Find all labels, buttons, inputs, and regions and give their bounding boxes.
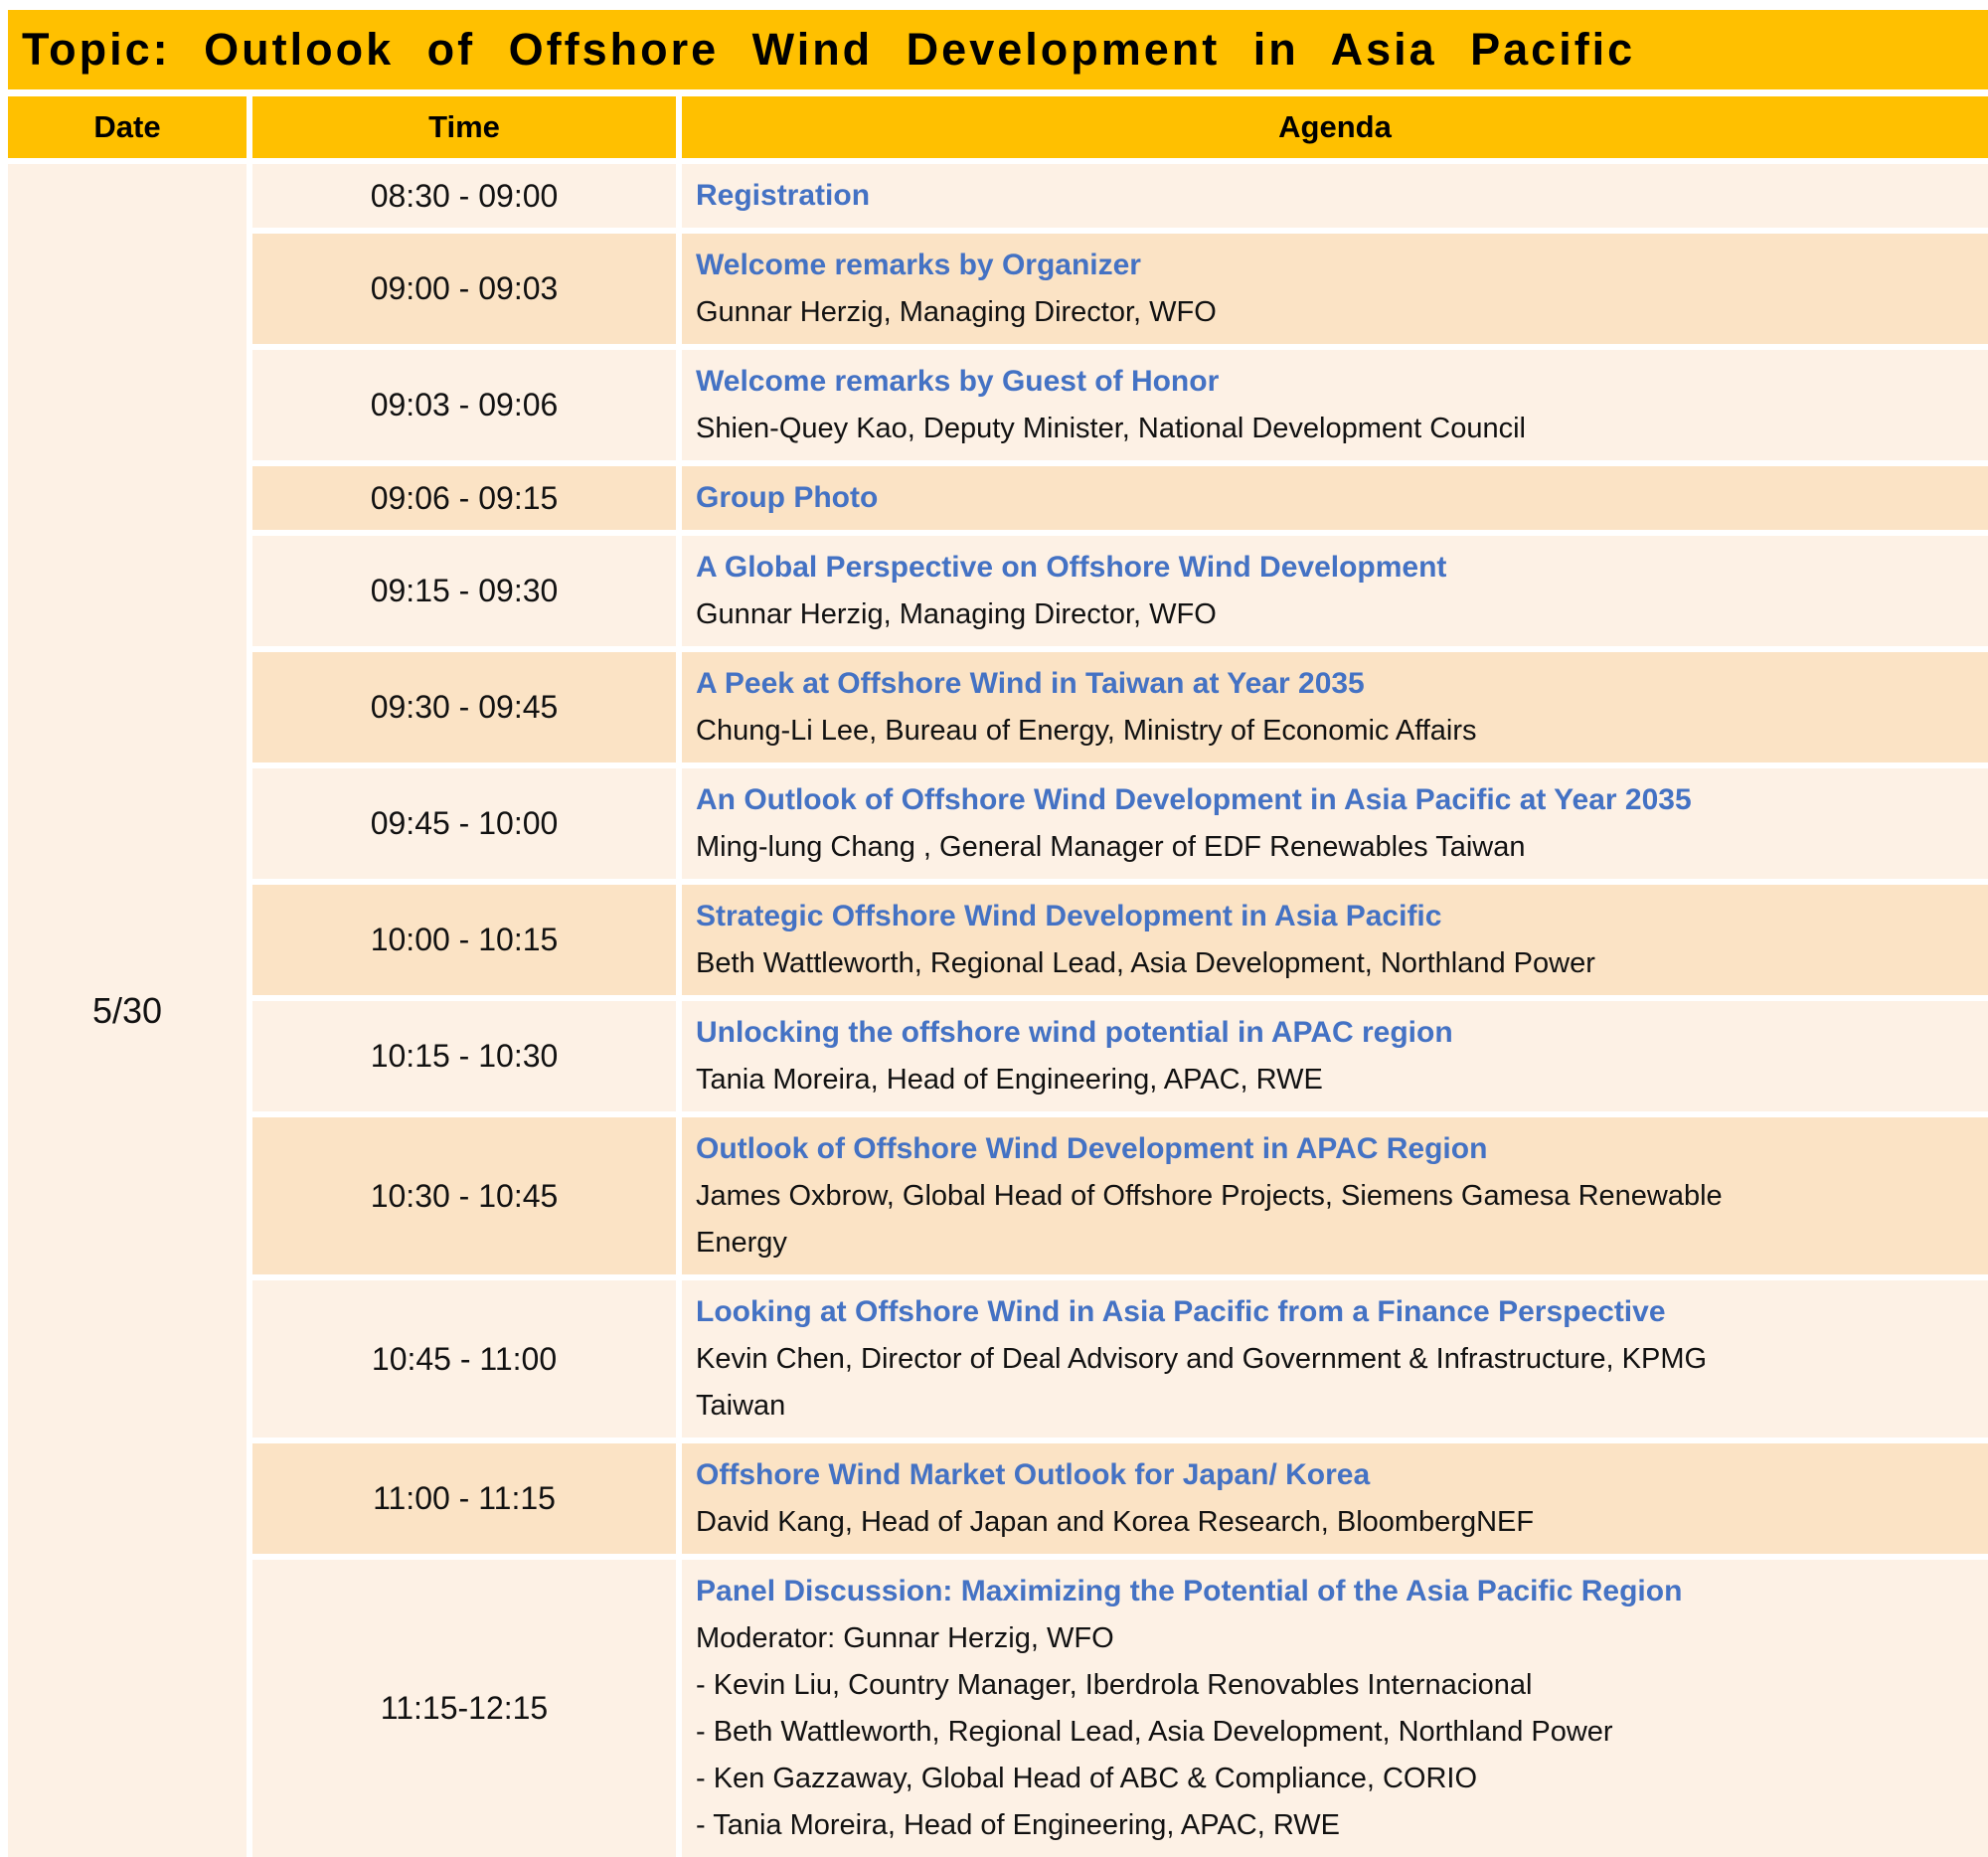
session-time: 11:15-12:15 — [380, 1690, 549, 1726]
topic-title-bar: Topic: Outlook of Offshore Wind Developm… — [8, 10, 1988, 89]
session-title: Outlook of Offshore Wind Development in … — [696, 1132, 1488, 1165]
session-agenda-cell: Registration — [682, 164, 1988, 228]
session-detail: Shien-Quey Kao, Deputy Minister, Nationa… — [696, 413, 1526, 444]
session-time: 09:15 - 09:30 — [370, 573, 559, 608]
session-agenda-cell: Group Photo — [682, 466, 1988, 530]
session-agenda-cell: A Global Perspective on Offshore Wind De… — [682, 536, 1988, 646]
session-time: 09:00 - 09:03 — [370, 270, 559, 306]
session-agenda-cell: Welcome remarks by Guest of Honor Shien-… — [682, 350, 1988, 460]
column-header-time: Time — [252, 96, 676, 158]
session-time-cell: 10:00 - 10:15 — [252, 885, 676, 995]
session-time-cell: 11:15-12:15 — [252, 1560, 676, 1857]
session-detail: - Kevin Liu, Country Manager, Iberdrola … — [696, 1669, 1533, 1701]
session-title: Registration — [696, 179, 871, 212]
session-time-cell: 09:30 - 09:45 — [252, 652, 676, 762]
agenda-page: Topic: Outlook of Offshore Wind Developm… — [8, 10, 1988, 1857]
session-time: 11:00 - 11:15 — [373, 1480, 556, 1516]
session-time: 09:45 - 10:00 — [370, 805, 559, 841]
session-detail: - Ken Gazzaway, Global Head of ABC & Com… — [696, 1763, 1478, 1794]
session-title: Panel Discussion: Maximizing the Potenti… — [696, 1575, 1683, 1607]
date-value: 5/30 — [91, 989, 163, 1031]
session-detail: - Tania Moreira, Head of Engineering, AP… — [696, 1809, 1340, 1841]
session-time-cell: 09:03 - 09:06 — [252, 350, 676, 460]
session-time-cell: 10:30 - 10:45 — [252, 1117, 676, 1274]
session-title: An Outlook of Offshore Wind Development … — [696, 783, 1692, 816]
session-time-cell: 10:15 - 10:30 — [252, 1001, 676, 1111]
session-time-cell: 09:00 - 09:03 — [252, 234, 676, 344]
session-detail: Kevin Chen, Director of Deal Advisory an… — [696, 1343, 1708, 1375]
session-time-cell: 08:30 - 09:00 — [252, 164, 676, 228]
session-detail: Beth Wattleworth, Regional Lead, Asia De… — [696, 947, 1595, 979]
session-time-cell: 09:15 - 09:30 — [252, 536, 676, 646]
session-agenda-cell: Offshore Wind Market Outlook for Japan/ … — [682, 1443, 1988, 1554]
session-agenda-cell: Welcome remarks by Organizer Gunnar Herz… — [682, 234, 1988, 344]
session-agenda-cell: Outlook of Offshore Wind Development in … — [682, 1117, 1988, 1274]
session-agenda-cell: Panel Discussion: Maximizing the Potenti… — [682, 1560, 1988, 1857]
session-title: Strategic Offshore Wind Development in A… — [696, 900, 1442, 932]
session-title: Unlocking the offshore wind potential in… — [696, 1016, 1453, 1049]
session-detail: Chung-Li Lee, Bureau of Energy, Ministry… — [696, 715, 1477, 747]
session-agenda-cell: An Outlook of Offshore Wind Development … — [682, 768, 1988, 879]
session-title: Welcome remarks by Guest of Honor — [696, 365, 1220, 398]
agenda-table: Date Time Agenda 5/30 08:30 - 09:00 Regi… — [8, 96, 1988, 1857]
session-detail: Tania Moreira, Head of Engineering, APAC… — [696, 1064, 1323, 1096]
session-title: Group Photo — [696, 481, 879, 514]
session-time-cell: 09:45 - 10:00 — [252, 768, 676, 879]
session-detail: Gunnar Herzig, Managing Director, WFO — [696, 296, 1217, 328]
session-time: 09:30 - 09:45 — [370, 689, 559, 725]
session-detail: David Kang, Head of Japan and Korea Rese… — [696, 1506, 1535, 1538]
session-time: 09:03 - 09:06 — [370, 387, 559, 422]
session-title: A Global Perspective on Offshore Wind De… — [696, 551, 1447, 584]
session-time: 10:30 - 10:45 — [370, 1177, 559, 1214]
session-title: A Peek at Offshore Wind in Taiwan at Yea… — [696, 667, 1365, 700]
session-detail: Ming-lung Chang , General Manager of EDF… — [696, 831, 1526, 863]
column-header-agenda: Agenda — [682, 96, 1988, 158]
topic-title: Topic: Outlook of Offshore Wind Developm… — [22, 24, 1636, 75]
session-detail: James Oxbrow, Global Head of Offshore Pr… — [696, 1180, 1723, 1212]
date-cell: 5/30 — [8, 164, 247, 1857]
session-title: Welcome remarks by Organizer — [696, 249, 1141, 281]
session-time: 09:06 - 09:15 — [370, 479, 559, 516]
session-agenda-cell: Unlocking the offshore wind potential in… — [682, 1001, 1988, 1111]
session-agenda-cell: A Peek at Offshore Wind in Taiwan at Yea… — [682, 652, 1988, 762]
session-time-cell: 11:00 - 11:15 — [252, 1443, 676, 1554]
session-detail: Taiwan — [696, 1390, 786, 1422]
session-detail: Energy — [696, 1227, 787, 1259]
session-detail: - Beth Wattleworth, Regional Lead, Asia … — [696, 1716, 1613, 1748]
session-detail: Gunnar Herzig, Managing Director, WFO — [696, 598, 1217, 630]
session-time: 08:30 - 09:00 — [370, 177, 559, 214]
session-title: Offshore Wind Market Outlook for Japan/ … — [696, 1458, 1371, 1491]
session-time: 10:45 - 11:00 — [371, 1340, 558, 1377]
session-agenda-cell: Looking at Offshore Wind in Asia Pacific… — [682, 1280, 1988, 1437]
session-time: 10:15 - 10:30 — [370, 1038, 559, 1074]
session-agenda-cell: Strategic Offshore Wind Development in A… — [682, 885, 1988, 995]
session-title: Looking at Offshore Wind in Asia Pacific… — [696, 1295, 1666, 1328]
session-time-cell: 10:45 - 11:00 — [252, 1280, 676, 1437]
session-detail: Moderator: Gunnar Herzig, WFO — [696, 1622, 1114, 1654]
session-time: 10:00 - 10:15 — [370, 922, 559, 957]
session-time-cell: 09:06 - 09:15 — [252, 466, 676, 530]
column-header-date: Date — [8, 96, 247, 158]
